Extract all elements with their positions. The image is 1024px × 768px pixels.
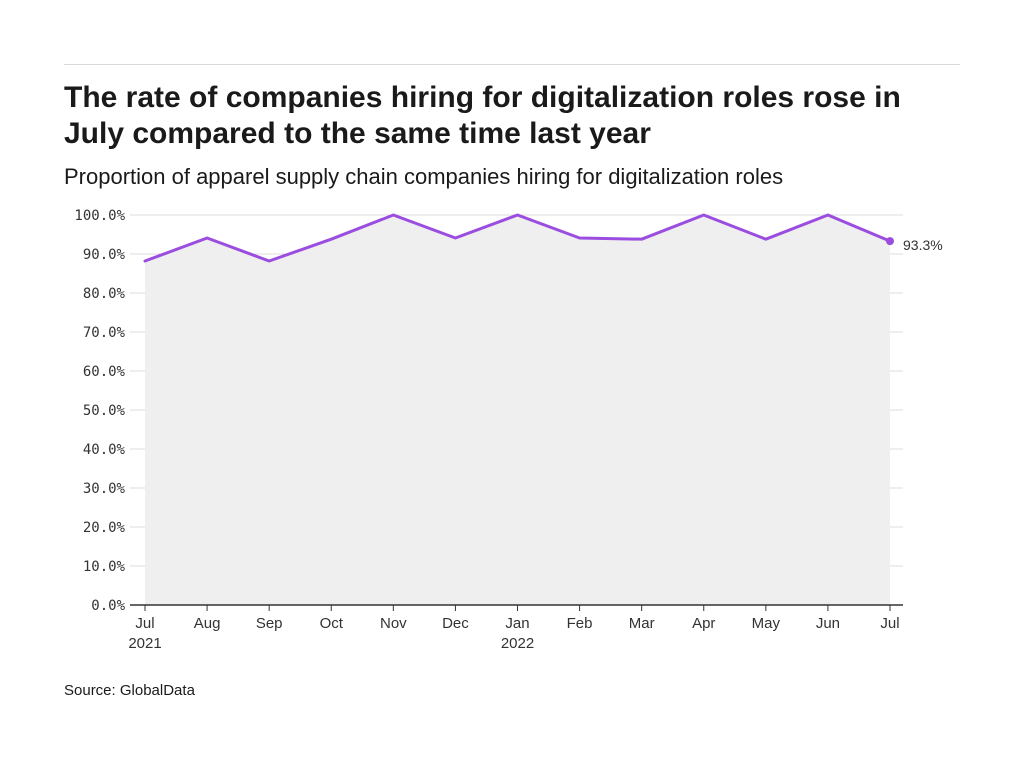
y-tick-label: 80.0% [83, 286, 126, 302]
x-year-label: 2021 [128, 635, 161, 652]
area-fill [145, 215, 890, 605]
label-layer: 0.0% 10.0% 20.0% 30.0% 40.0% 50.0% 60.0% 70.0% 8… [74, 208, 942, 652]
y-tick-label: 60.0% [83, 364, 126, 380]
x-tick-label: Apr [692, 615, 715, 632]
y-tick-label: 10.0% [83, 559, 126, 575]
x-tick-label: Jun [816, 615, 840, 632]
x-tick-label: Oct [320, 615, 344, 632]
x-tick-label: Aug [194, 615, 221, 632]
y-tick-label: 40.0% [83, 442, 126, 458]
axis-layer [130, 604, 903, 611]
x-tick-label: Jan [505, 615, 529, 632]
y-tick-label: 0.0% [91, 598, 125, 614]
y-tick-label: 50.0% [83, 403, 126, 419]
chart-subtitle: Proportion of apparel supply chain compa… [64, 164, 784, 189]
series-line [143, 213, 892, 263]
x-tick-label: May [752, 615, 781, 632]
x-tick-label: Nov [380, 615, 407, 632]
y-tick-label: 70.0% [83, 325, 126, 341]
line-layer [143, 213, 894, 263]
y-tick-label: 20.0% [83, 520, 126, 536]
area-layer [145, 215, 890, 605]
x-tick-label: Dec [442, 615, 469, 632]
x-tick-label: Sep [256, 615, 283, 632]
x-tick-label: Jul [880, 615, 899, 632]
x-year-label: 2022 [501, 635, 534, 652]
y-tick-label: 90.0% [83, 247, 126, 263]
x-tick-label: Feb [567, 615, 593, 632]
end-point [886, 237, 894, 246]
chart-title: The rate of companies hiring for digital… [64, 81, 901, 150]
top-rule [64, 64, 960, 65]
y-tick-label: 30.0% [83, 481, 126, 497]
x-tick-label: Mar [629, 615, 655, 632]
end-value-label: 93.3% [903, 237, 943, 253]
y-tick-label: 100.0% [74, 208, 125, 224]
source-note: Source: GlobalData [64, 682, 195, 699]
x-tick-label: Jul [135, 615, 154, 632]
